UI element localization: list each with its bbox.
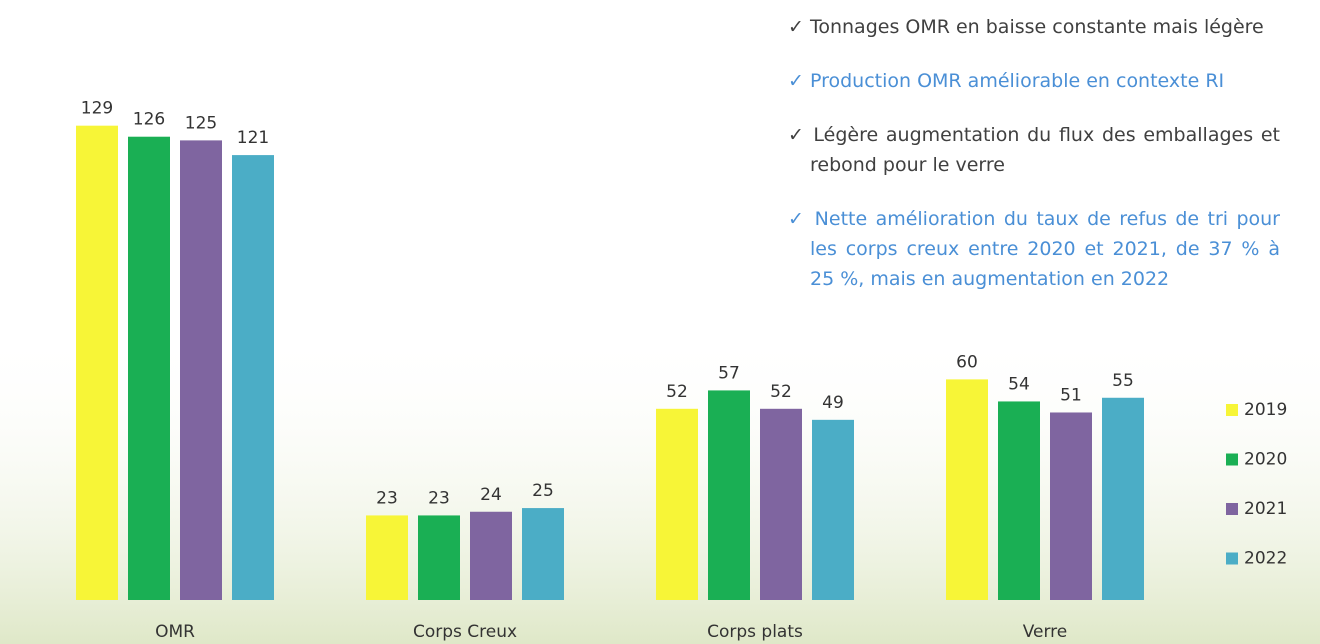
legend-swatch bbox=[1226, 454, 1238, 466]
x-tick-label: Verre bbox=[1023, 622, 1068, 642]
x-tick-label: Corps Creux bbox=[413, 622, 517, 642]
value-label: 125 bbox=[185, 113, 217, 133]
bar bbox=[656, 409, 698, 600]
value-label: 25 bbox=[532, 481, 554, 501]
value-label: 52 bbox=[770, 382, 792, 402]
annotation: ✓ Nette amélioration du taux de refus de… bbox=[788, 204, 1280, 294]
bar bbox=[812, 420, 854, 600]
bar bbox=[180, 140, 222, 600]
bar bbox=[522, 508, 564, 600]
value-label: 54 bbox=[1008, 374, 1030, 394]
value-label: 57 bbox=[718, 363, 740, 383]
value-label: 126 bbox=[133, 110, 165, 130]
bar bbox=[760, 409, 802, 600]
bar bbox=[1102, 398, 1144, 600]
value-label: 60 bbox=[956, 352, 978, 372]
x-tick-label: OMR bbox=[155, 622, 195, 642]
legend-swatch bbox=[1226, 404, 1238, 416]
bar bbox=[708, 390, 750, 600]
bar bbox=[128, 137, 170, 600]
bar bbox=[470, 512, 512, 600]
bar bbox=[366, 515, 408, 600]
value-label: 23 bbox=[376, 488, 398, 508]
value-label: 51 bbox=[1060, 385, 1082, 405]
bar bbox=[232, 155, 274, 600]
legend-label: 2022 bbox=[1244, 549, 1287, 569]
bar bbox=[76, 126, 118, 600]
legend-label: 2019 bbox=[1244, 400, 1287, 420]
notes: ✓ Tonnages OMR en baisse constante mais … bbox=[788, 12, 1280, 318]
bar bbox=[998, 401, 1040, 600]
value-label: 52 bbox=[666, 382, 688, 402]
value-label: 24 bbox=[480, 485, 502, 505]
value-label: 129 bbox=[81, 99, 113, 119]
value-label: 55 bbox=[1112, 371, 1134, 391]
legend-swatch bbox=[1226, 503, 1238, 515]
bar bbox=[418, 515, 460, 600]
value-label: 121 bbox=[237, 128, 269, 148]
legend-label: 2021 bbox=[1244, 499, 1287, 519]
annotation: ✓ Production OMR améliorable en contexte… bbox=[788, 66, 1280, 96]
bar bbox=[1050, 412, 1092, 600]
value-label: 49 bbox=[822, 393, 844, 413]
value-label: 23 bbox=[428, 488, 450, 508]
annotation: ✓ Légère augmentation du flux des emball… bbox=[788, 120, 1280, 180]
page: OMR 129 126 125 121 Corps Creux 23 23 24 25 Corps … bbox=[0, 0, 1320, 644]
bar bbox=[946, 379, 988, 600]
legend-label: 2020 bbox=[1244, 450, 1287, 470]
annotation: ✓ Tonnages OMR en baisse constante mais … bbox=[788, 12, 1280, 42]
x-tick-label: Corps plats bbox=[707, 622, 803, 642]
legend-swatch bbox=[1226, 553, 1238, 565]
